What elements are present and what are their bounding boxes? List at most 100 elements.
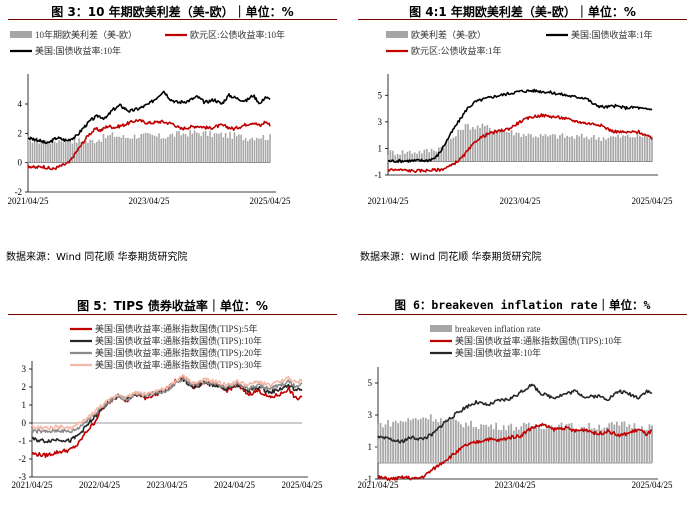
bar <box>480 424 482 463</box>
bar <box>31 142 34 163</box>
bar <box>213 133 216 163</box>
bar <box>624 135 627 162</box>
bar <box>543 429 545 463</box>
bar <box>158 133 160 163</box>
y-tick-label: 1 <box>22 400 27 410</box>
bar <box>377 423 379 463</box>
x-tick-label: 2021/04/25 <box>11 480 53 490</box>
bar <box>575 428 578 463</box>
bar <box>548 425 550 463</box>
bar <box>512 430 515 463</box>
bar <box>636 132 639 162</box>
legend-entry: 美国:国债收益率:通胀指数国债(TIPS):10年 <box>430 335 622 346</box>
bar <box>76 142 78 163</box>
bar <box>224 132 227 163</box>
bar <box>600 140 602 162</box>
bar <box>142 133 145 163</box>
bar <box>588 139 590 162</box>
chart-title: 图 5：TIPS 债券收益率｜单位：% <box>77 299 268 313</box>
series-line <box>31 374 303 431</box>
title-rule <box>358 19 687 20</box>
x-tick-label: 2025/04/25 <box>631 480 673 490</box>
bar <box>573 138 576 162</box>
bar <box>180 135 182 163</box>
bar <box>238 134 240 163</box>
bar <box>595 429 598 463</box>
bar <box>184 134 187 163</box>
bar <box>240 134 242 163</box>
bar <box>169 134 171 163</box>
legend-label: 10年期欧美利差（美-欧） <box>35 29 137 40</box>
bar <box>503 130 506 162</box>
x-tick-label: 2021/04/25 <box>357 480 399 490</box>
bar <box>537 137 540 162</box>
bar <box>120 137 123 163</box>
bar <box>507 425 510 463</box>
x-tick-label: 2023/04/25 <box>494 480 536 490</box>
bar <box>539 134 542 162</box>
bar <box>629 137 632 162</box>
bar <box>111 132 114 163</box>
bar <box>255 137 258 163</box>
bar <box>209 130 211 163</box>
bar <box>520 136 523 162</box>
bar <box>530 426 533 463</box>
bar <box>464 124 467 162</box>
bar <box>598 424 601 463</box>
y-tick-label: 2 <box>22 382 27 392</box>
bar <box>173 136 176 163</box>
legend-label: 美国:国债收益率:通胀指数国债(TIPS):30年 <box>95 359 262 370</box>
bar <box>450 138 452 162</box>
bar <box>447 139 450 162</box>
legend-entry: 美国:国债收益率:10年 <box>10 45 121 56</box>
bar <box>540 428 543 463</box>
bar <box>570 422 573 463</box>
bar <box>397 423 399 463</box>
bar <box>620 421 623 463</box>
bar <box>580 427 583 463</box>
y-tick-label: 0 <box>22 418 27 428</box>
x-tick-label: 2022/04/25 <box>79 480 121 490</box>
bar <box>532 427 535 463</box>
bar <box>454 136 457 162</box>
bar <box>593 427 596 463</box>
bar <box>442 147 445 162</box>
bar <box>267 140 269 163</box>
bar <box>53 141 56 163</box>
chart-panel-3: 图 3：10 年期欧美利差（美-欧）｜单位：% 10年期欧美利差（美-欧） 欧元区… <box>0 0 345 263</box>
bar <box>651 136 653 162</box>
legend-label: 欧元区:公债收益率:1年 <box>411 45 502 56</box>
bar <box>175 131 178 163</box>
bar <box>452 418 455 463</box>
bar <box>231 138 234 163</box>
bar <box>409 420 412 463</box>
bar <box>445 141 447 162</box>
bar <box>414 418 417 463</box>
bar <box>411 153 414 162</box>
bar <box>603 427 606 463</box>
bar <box>522 134 525 162</box>
bar <box>96 141 98 163</box>
legend-label: breakeven inflation rate <box>455 324 540 334</box>
y-tick-label: -3 <box>19 472 27 482</box>
bar <box>437 422 440 463</box>
bar <box>389 426 392 463</box>
bar <box>532 137 535 162</box>
series-line <box>387 113 653 174</box>
series-line <box>387 88 653 164</box>
bar <box>505 430 508 463</box>
legend-entry: 美国:国债收益率:通胀指数国债(TIPS):5年 <box>70 323 258 334</box>
bar <box>535 424 538 463</box>
bar <box>118 136 120 163</box>
bar <box>628 424 631 463</box>
bar <box>450 419 452 463</box>
x-tick-label: 2025/04/25 <box>631 196 673 206</box>
bar <box>264 140 267 163</box>
bar <box>428 152 431 162</box>
bar <box>619 137 622 162</box>
bar <box>144 132 147 163</box>
bar <box>116 136 118 163</box>
bar <box>384 424 387 463</box>
bar <box>229 131 231 163</box>
